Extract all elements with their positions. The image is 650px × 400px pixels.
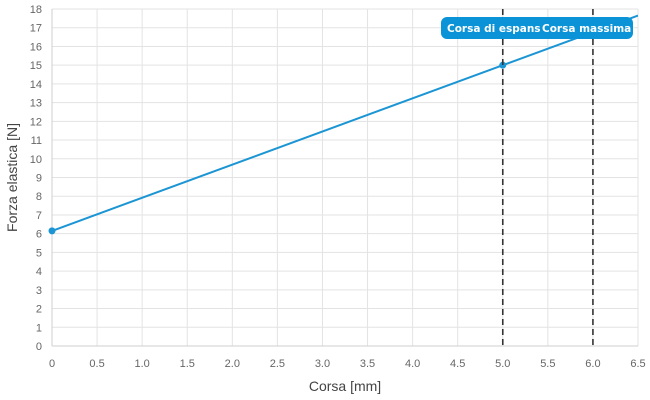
y-tick-label: 1 [36,322,42,334]
x-tick-label: 6.5 [630,358,645,370]
x-tick-label: 3.0 [315,358,330,370]
y-axis-label: Forza elastica [N] [4,123,20,232]
y-tick-label: 13 [30,98,42,110]
x-tick-label: 2.0 [225,358,240,370]
y-tick-label: 0 [36,341,42,353]
x-tick-label: 1.0 [135,358,150,370]
data-point [48,227,56,235]
annotation-label: Corsa di espans [447,23,541,35]
y-tick-label: 7 [36,210,42,222]
y-tick-label: 10 [30,154,42,166]
x-tick-label: 4.5 [450,358,465,370]
y-tick-label: 5 [36,247,42,259]
x-tick-label: 5.0 [495,358,510,370]
y-tick-label: 2 [36,304,42,316]
data-point [499,61,507,69]
x-tick-label: 0.5 [89,358,104,370]
annotation-label-box [441,17,633,39]
x-tick-labels: 0 0.5 1.0 1.5 2.0 2.5 3.0 3.5 4.0 4.5 5.0 5.5 6.0 6.5 [49,358,646,370]
y-tick-label: 6 [36,229,42,241]
x-tick-label: 5.5 [540,358,555,370]
x-tick-label: 4.0 [405,358,420,370]
x-tick-label: 1.5 [180,358,195,370]
y-tick-label: 12 [30,116,42,128]
annotation-label: Corsa massima [542,23,631,35]
series-line [52,14,638,232]
y-tick-label: 16 [30,41,42,53]
y-tick-label: 3 [36,285,42,297]
x-axis-label: Corsa [mm] [309,378,381,394]
x-tick-label: 3.5 [360,358,375,370]
y-tick-label: 8 [36,191,42,203]
annotation-layer: Corsa di espans Corsa massima [441,9,633,346]
y-tick-label: 11 [31,135,42,147]
x-tick-label: 0 [49,358,55,370]
grid-lines [51,8,639,347]
y-tick-label: 9 [36,173,42,185]
x-tick-label: 2.5 [270,358,285,370]
y-tick-label: 18 [30,4,42,16]
series-layer [48,14,638,235]
y-tick-label: 14 [30,79,42,91]
x-tick-label: 6.0 [585,358,600,370]
y-tick-label: 17 [30,23,42,35]
y-tick-label: 4 [36,266,42,278]
y-tick-label: 15 [30,60,42,72]
